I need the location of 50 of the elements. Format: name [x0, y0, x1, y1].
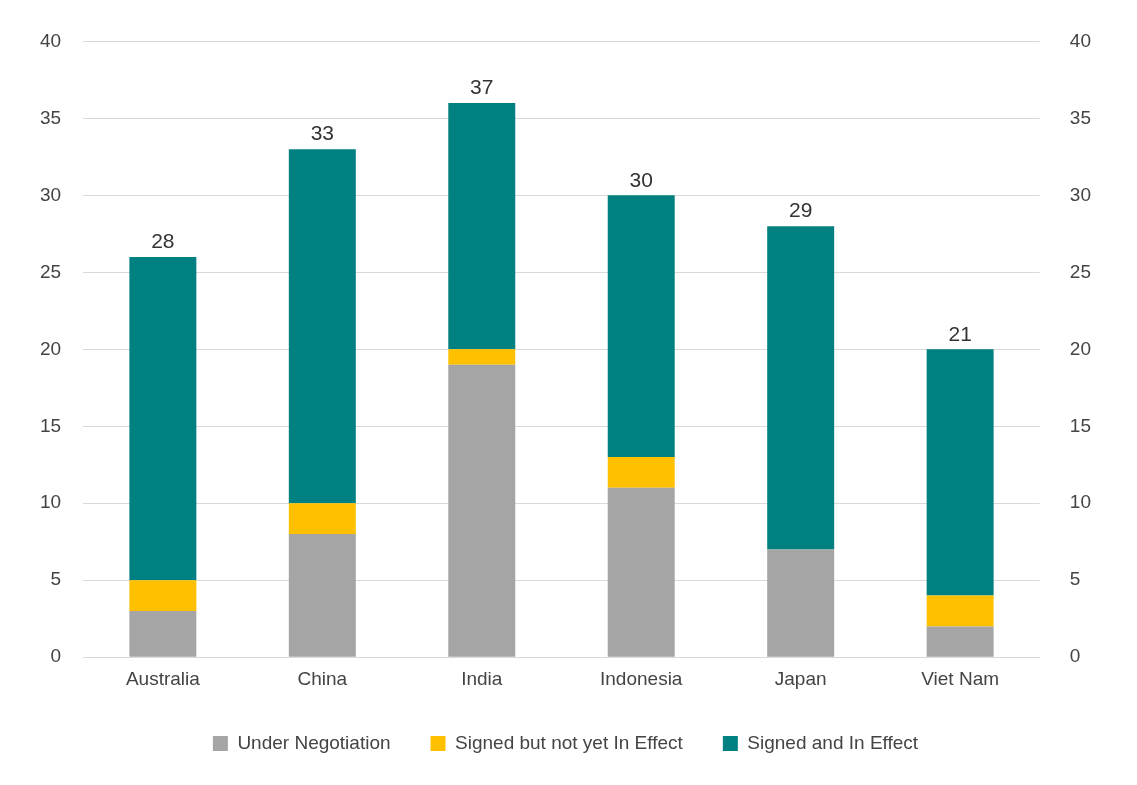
bar [129, 256, 197, 581]
bar [926, 626, 994, 657]
total-label: 28 [151, 229, 175, 253]
bar [448, 364, 516, 657]
x-tick-label: Japan [774, 667, 827, 689]
bar [767, 226, 835, 550]
bar [926, 595, 994, 627]
legend-label: Under Negotiation [237, 731, 391, 753]
bar [607, 487, 675, 657]
bar [448, 102, 516, 350]
total-label: 33 [310, 121, 334, 145]
bar [288, 503, 356, 535]
y2-tick-label: 35 [1069, 106, 1092, 128]
x-tick-label: Australia [125, 667, 201, 689]
y-tick-label: 0 [50, 645, 62, 667]
y2-tick-label: 20 [1069, 337, 1092, 359]
bar [926, 349, 994, 596]
x-tick-label: Indonesia [600, 667, 683, 689]
total-label: 29 [789, 198, 813, 222]
y2-tick-label: 5 [1069, 568, 1081, 590]
x-tick-label: India [461, 667, 503, 689]
x-tick-label: China [297, 667, 348, 689]
y-tick-label: 5 [50, 568, 62, 590]
y2-tick-label: 25 [1069, 260, 1092, 282]
y-tick-label: 40 [39, 29, 62, 51]
total-label: 30 [629, 167, 653, 191]
y-tick-label: 35 [39, 106, 62, 128]
bar [288, 534, 356, 657]
bar [767, 549, 835, 657]
y-tick-label: 25 [39, 260, 62, 282]
y-tick-label: 20 [39, 337, 62, 359]
y-tick-label: 30 [39, 183, 62, 205]
y2-tick-label: 10 [1069, 491, 1092, 513]
total-label: 37 [470, 75, 494, 99]
bar [448, 349, 516, 365]
y-tick-label: 10 [39, 491, 62, 513]
y2-tick-label: 0 [1069, 645, 1081, 667]
bar [607, 457, 675, 488]
y2-tick-label: 40 [1069, 29, 1092, 51]
bar [288, 149, 356, 504]
y2-tick-label: 15 [1069, 414, 1092, 436]
y2-tick-label: 30 [1069, 183, 1092, 205]
legend-label: Signed but not yet In Effect [455, 731, 684, 753]
x-tick-label: Viet Nam [921, 667, 1000, 689]
legend-label: Signed and In Effect [747, 731, 919, 753]
bar [607, 195, 675, 458]
y-tick-label: 15 [39, 414, 62, 436]
total-label: 21 [948, 321, 972, 345]
bar [129, 611, 197, 657]
bar [129, 580, 197, 612]
